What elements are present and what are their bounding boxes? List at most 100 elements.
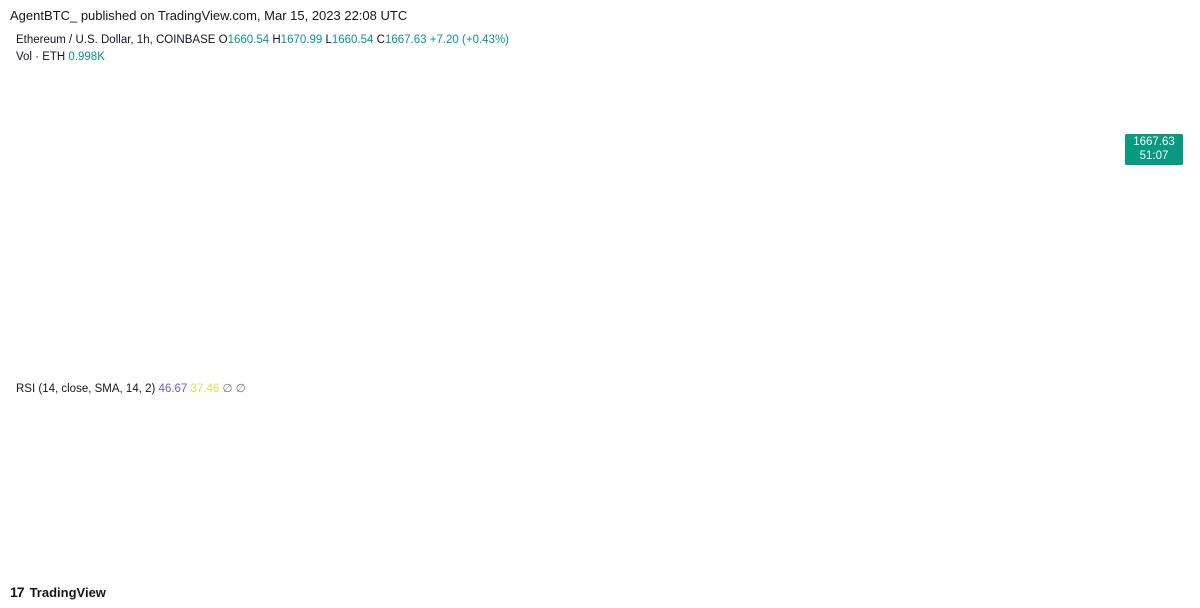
volume-bar bbox=[474, 346, 480, 372]
volume-bar bbox=[634, 358, 639, 372]
volume-bar bbox=[169, 340, 174, 372]
time-tick-label: 10 bbox=[17, 555, 31, 569]
candle-up bbox=[500, 141, 505, 145]
rsi-sma-line bbox=[8, 405, 736, 525]
footer-brand[interactable]: 17 TradingView bbox=[10, 584, 106, 600]
volume-bar bbox=[685, 331, 690, 372]
price-tick-label: 1700.00 bbox=[1138, 115, 1180, 127]
price-axis-currency: USD bbox=[1138, 34, 1161, 46]
volume-bar bbox=[576, 336, 582, 372]
candle-up bbox=[544, 22, 550, 28]
candle-down bbox=[481, 144, 486, 148]
volume-bar bbox=[98, 337, 104, 372]
volume-bar bbox=[251, 355, 257, 372]
candle-down bbox=[532, 43, 537, 66]
volume-bar bbox=[513, 327, 518, 372]
volume-bar bbox=[149, 349, 155, 372]
volume-bar bbox=[79, 336, 85, 372]
candle-down bbox=[461, 141, 467, 148]
candle-up bbox=[665, 207, 671, 232]
candle-up bbox=[86, 525, 91, 542]
volume-bar bbox=[67, 345, 72, 372]
volume-bar bbox=[417, 327, 422, 372]
candle-up bbox=[474, 144, 480, 153]
volume-bar bbox=[411, 336, 416, 372]
volume-bar bbox=[544, 327, 550, 372]
legend-open-label: O bbox=[218, 34, 228, 46]
candle-up bbox=[691, 164, 696, 174]
candle-up bbox=[589, 103, 594, 107]
annotation-arc-inner[interactable] bbox=[613, 410, 695, 551]
candle-up bbox=[226, 462, 231, 469]
volume-bar bbox=[672, 327, 677, 372]
rsi-lines bbox=[8, 387, 736, 535]
volume-bar bbox=[665, 304, 671, 372]
candle-down bbox=[570, 106, 575, 112]
rsi-na-2: ∅ bbox=[235, 383, 246, 395]
volume-bar bbox=[290, 363, 295, 372]
symbol-title[interactable]: Ethereum / U.S. Dollar, 1h, COINBASE bbox=[16, 34, 216, 46]
candle-up bbox=[334, 394, 340, 426]
candle-down bbox=[264, 419, 270, 422]
candle-up bbox=[576, 109, 582, 112]
candle-up bbox=[149, 468, 155, 480]
candle-down bbox=[98, 494, 104, 509]
volume-bar bbox=[487, 345, 492, 372]
candle-down bbox=[9, 480, 15, 485]
legend-high: 1670.99 bbox=[280, 34, 323, 46]
volume-bar bbox=[328, 327, 333, 372]
volume-bar bbox=[455, 349, 461, 372]
candle-up bbox=[487, 141, 493, 148]
candle-up bbox=[143, 479, 149, 485]
candle-up bbox=[35, 487, 40, 490]
legend-low: 1660.54 bbox=[331, 34, 374, 46]
candle-up bbox=[194, 468, 200, 480]
volume-bar bbox=[143, 336, 148, 372]
volume-label[interactable]: Vol · ETH bbox=[16, 51, 66, 63]
volume-bar bbox=[188, 345, 193, 372]
candle-down bbox=[557, 35, 563, 69]
price-tick-label: 1450.00 bbox=[1138, 455, 1180, 467]
volume-bar bbox=[302, 363, 308, 372]
candle-down bbox=[219, 465, 225, 469]
rsi-label[interactable]: RSI (14, close, SMA, 14, 2) bbox=[16, 383, 156, 395]
volume-bar bbox=[207, 355, 212, 372]
volume-bar bbox=[86, 331, 91, 372]
candle-down bbox=[563, 68, 569, 107]
grid-lines bbox=[0, 28, 1128, 597]
volume-bar bbox=[583, 340, 588, 372]
volume-bar bbox=[557, 319, 563, 372]
candle-up bbox=[162, 411, 168, 439]
candle-down bbox=[646, 147, 652, 169]
candle-down bbox=[614, 103, 620, 110]
volume-bar bbox=[48, 345, 53, 372]
annotation-arc-outer[interactable] bbox=[593, 375, 792, 549]
volume-bar bbox=[614, 358, 620, 372]
candle-down bbox=[353, 299, 359, 311]
volume-bar bbox=[92, 345, 98, 372]
candle-down bbox=[321, 424, 327, 431]
price-tick-label: 1650.00 bbox=[1138, 183, 1180, 195]
candle-up bbox=[672, 188, 677, 208]
candle-up bbox=[270, 416, 276, 422]
candle-up bbox=[583, 106, 588, 110]
volume-bar bbox=[41, 346, 47, 372]
candle-down bbox=[79, 521, 85, 542]
legend-low-label: L bbox=[325, 34, 332, 46]
volume-bar bbox=[449, 340, 454, 372]
candle-up bbox=[417, 280, 422, 286]
candle-up bbox=[678, 179, 684, 188]
economic-event-flag-2[interactable] bbox=[915, 349, 937, 371]
volume-bar bbox=[360, 318, 365, 372]
volume-bar bbox=[704, 358, 709, 372]
candle-down bbox=[73, 507, 78, 522]
candle-up bbox=[347, 299, 352, 318]
volume-bar bbox=[162, 327, 168, 372]
legend-change: +7.20 (+0.43%) bbox=[429, 34, 510, 46]
candle-down bbox=[411, 283, 416, 286]
economic-event-flag-1[interactable] bbox=[786, 349, 808, 371]
candle-up bbox=[137, 484, 142, 490]
candle-up bbox=[360, 280, 365, 311]
rsi-na-1: ∅ bbox=[222, 383, 233, 395]
